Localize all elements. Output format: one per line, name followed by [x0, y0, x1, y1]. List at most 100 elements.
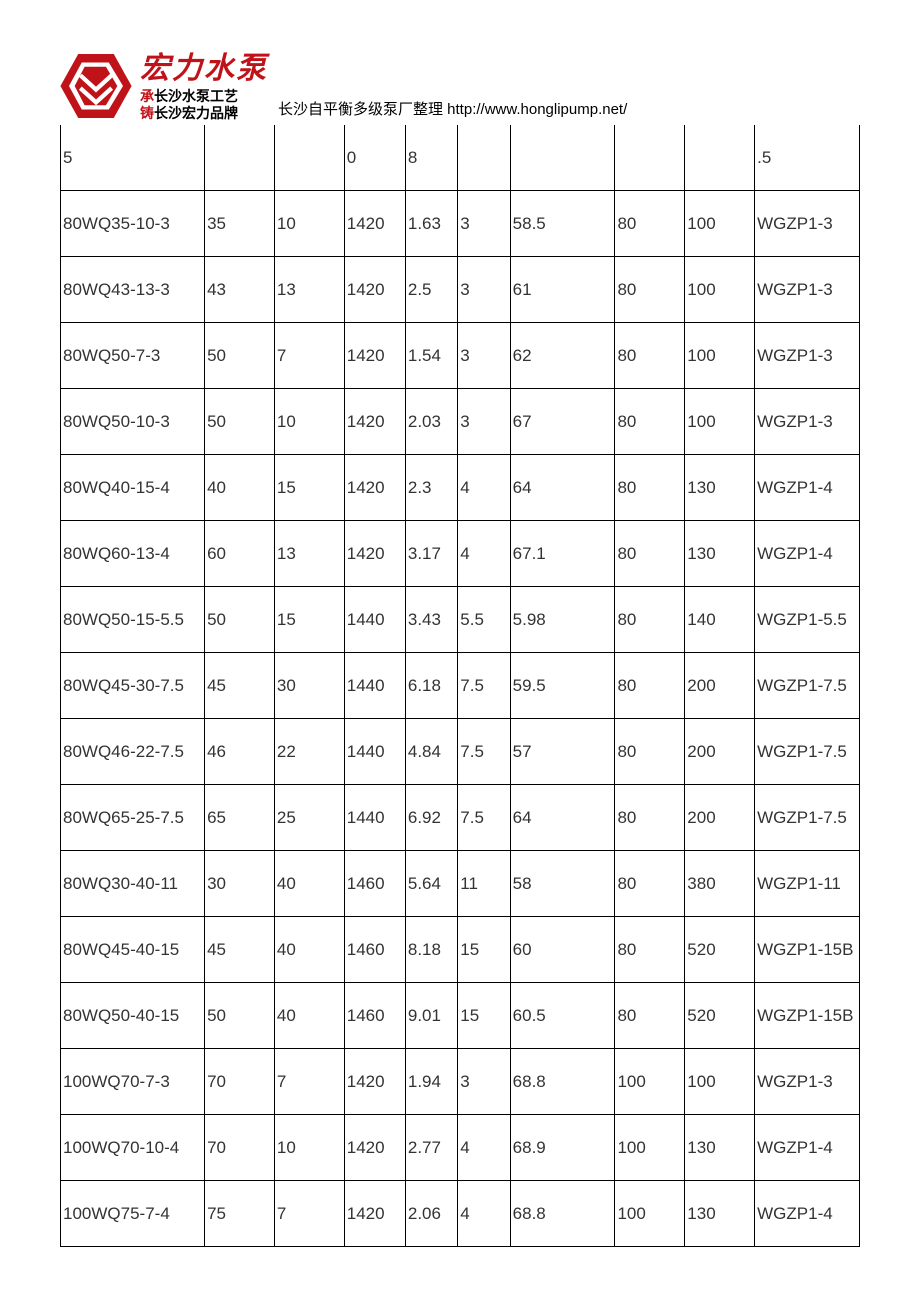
table-cell: 1420	[344, 455, 405, 521]
table-cell: WGZP1-7.5	[755, 653, 860, 719]
table-cell: 65	[205, 785, 275, 851]
header-source-text: 长沙自平衡多级泵厂整理 http://www.honglipump.net/	[278, 98, 627, 123]
table-cell: 200	[685, 653, 755, 719]
brand-tagline-1-red: 承	[140, 88, 154, 104]
table-row: 80WQ50-15-5.5501514403.435.55.9880140WGZ…	[61, 587, 860, 653]
table-cell: 80	[615, 323, 685, 389]
table-cell: 58.5	[510, 191, 615, 257]
table-cell: 1420	[344, 1049, 405, 1115]
table-cell: 3	[458, 389, 510, 455]
table-cell: 80	[615, 719, 685, 785]
table-cell: 80WQ45-30-7.5	[61, 653, 205, 719]
table-cell: 7	[274, 1049, 344, 1115]
table-cell: 1460	[344, 917, 405, 983]
table-cell: 1440	[344, 587, 405, 653]
table-cell: 1420	[344, 389, 405, 455]
table-cell: 46	[205, 719, 275, 785]
table-cell: 80WQ65-25-7.5	[61, 785, 205, 851]
table-cell: 80WQ50-10-3	[61, 389, 205, 455]
table-cell: 80WQ35-10-3	[61, 191, 205, 257]
brand-logo-icon	[60, 54, 132, 123]
table-cell: 35	[205, 191, 275, 257]
table-cell: 80WQ50-7-3	[61, 323, 205, 389]
table-cell: 70	[205, 1049, 275, 1115]
table-cell: WGZP1-5.5	[755, 587, 860, 653]
pump-spec-table: 508.580WQ35-10-3351014201.63358.580100WG…	[60, 125, 860, 1248]
table-cell: 80	[615, 455, 685, 521]
table-cell: 100WQ70-7-3	[61, 1049, 205, 1115]
table-cell: 7.5	[458, 719, 510, 785]
table-cell: 3.17	[405, 521, 457, 587]
table-cell: 80	[615, 983, 685, 1049]
table-cell: 75	[205, 1181, 275, 1247]
table-cell: 1420	[344, 191, 405, 257]
table-cell: 100WQ70-10-4	[61, 1115, 205, 1181]
brand-tagline-2: 铸长沙宏力品牌	[140, 105, 268, 123]
page-header: 宏力水泵 承长沙水泵工艺 铸长沙宏力品牌 长沙自平衡多级泵厂整理 http://…	[60, 50, 860, 123]
brand-tagline-1: 承长沙水泵工艺	[140, 88, 268, 106]
table-cell: 80	[615, 587, 685, 653]
table-cell: 2.03	[405, 389, 457, 455]
table-cell: 0	[344, 125, 405, 191]
table-cell: WGZP1-4	[755, 455, 860, 521]
table-cell: 520	[685, 917, 755, 983]
table-cell: 67	[510, 389, 615, 455]
table-cell: 8	[405, 125, 457, 191]
table-row: 80WQ43-13-3431314202.536180100WGZP1-3	[61, 257, 860, 323]
table-cell: 1460	[344, 983, 405, 1049]
table-cell: 60	[205, 521, 275, 587]
table-cell: 5.64	[405, 851, 457, 917]
table-cell: 3	[458, 257, 510, 323]
table-cell: 22	[274, 719, 344, 785]
table-cell: 1420	[344, 521, 405, 587]
table-cell: 50	[205, 587, 275, 653]
table-cell: WGZP1-7.5	[755, 719, 860, 785]
table-row: 80WQ35-10-3351014201.63358.580100WGZP1-3	[61, 191, 860, 257]
table-cell: 80WQ45-40-15	[61, 917, 205, 983]
table-cell: 3	[458, 191, 510, 257]
table-row: 80WQ45-40-15454014608.18156080520WGZP1-1…	[61, 917, 860, 983]
table-row: 80WQ40-15-4401514202.346480130WGZP1-4	[61, 455, 860, 521]
table-cell: 13	[274, 257, 344, 323]
table-cell: 1460	[344, 851, 405, 917]
table-cell: 130	[685, 521, 755, 587]
brand-tagline-2-red: 铸	[140, 105, 154, 121]
table-cell: 68.8	[510, 1049, 615, 1115]
table-cell: 80	[615, 785, 685, 851]
table-cell: 380	[685, 851, 755, 917]
table-cell: 4	[458, 521, 510, 587]
table-cell: 59.5	[510, 653, 615, 719]
table-cell: 15	[274, 587, 344, 653]
table-cell: 80	[615, 851, 685, 917]
table-cell: 80WQ50-40-15	[61, 983, 205, 1049]
table-cell: 5.98	[510, 587, 615, 653]
table-cell: 100	[685, 191, 755, 257]
table-cell: 61	[510, 257, 615, 323]
table-cell: WGZP1-7.5	[755, 785, 860, 851]
table-cell: 80WQ60-13-4	[61, 521, 205, 587]
table-cell: 4	[458, 455, 510, 521]
table-cell: 15	[458, 917, 510, 983]
table-row: 80WQ65-25-7.5652514406.927.56480200WGZP1…	[61, 785, 860, 851]
table-cell: 3.43	[405, 587, 457, 653]
table-row: 80WQ50-40-15504014609.011560.580520WGZP1…	[61, 983, 860, 1049]
table-cell: 2.3	[405, 455, 457, 521]
table-cell: 1440	[344, 719, 405, 785]
table-cell: 7	[274, 323, 344, 389]
table-cell: 58	[510, 851, 615, 917]
table-cell: 2.06	[405, 1181, 457, 1247]
table-cell: 68.8	[510, 1181, 615, 1247]
table-cell	[458, 125, 510, 191]
table-row: 80WQ50-7-350714201.5436280100WGZP1-3	[61, 323, 860, 389]
table-cell: 100	[615, 1115, 685, 1181]
table-cell: 7	[274, 1181, 344, 1247]
table-row: 80WQ45-30-7.5453014406.187.559.580200WGZ…	[61, 653, 860, 719]
table-cell: 5.5	[458, 587, 510, 653]
table-row: 80WQ60-13-4601314203.17467.180130WGZP1-4	[61, 521, 860, 587]
table-cell: 1.54	[405, 323, 457, 389]
table-cell: 1.94	[405, 1049, 457, 1115]
table-cell: WGZP1-4	[755, 1181, 860, 1247]
table-cell: 7.5	[458, 785, 510, 851]
table-cell: 30	[205, 851, 275, 917]
table-cell: 3	[458, 1049, 510, 1115]
